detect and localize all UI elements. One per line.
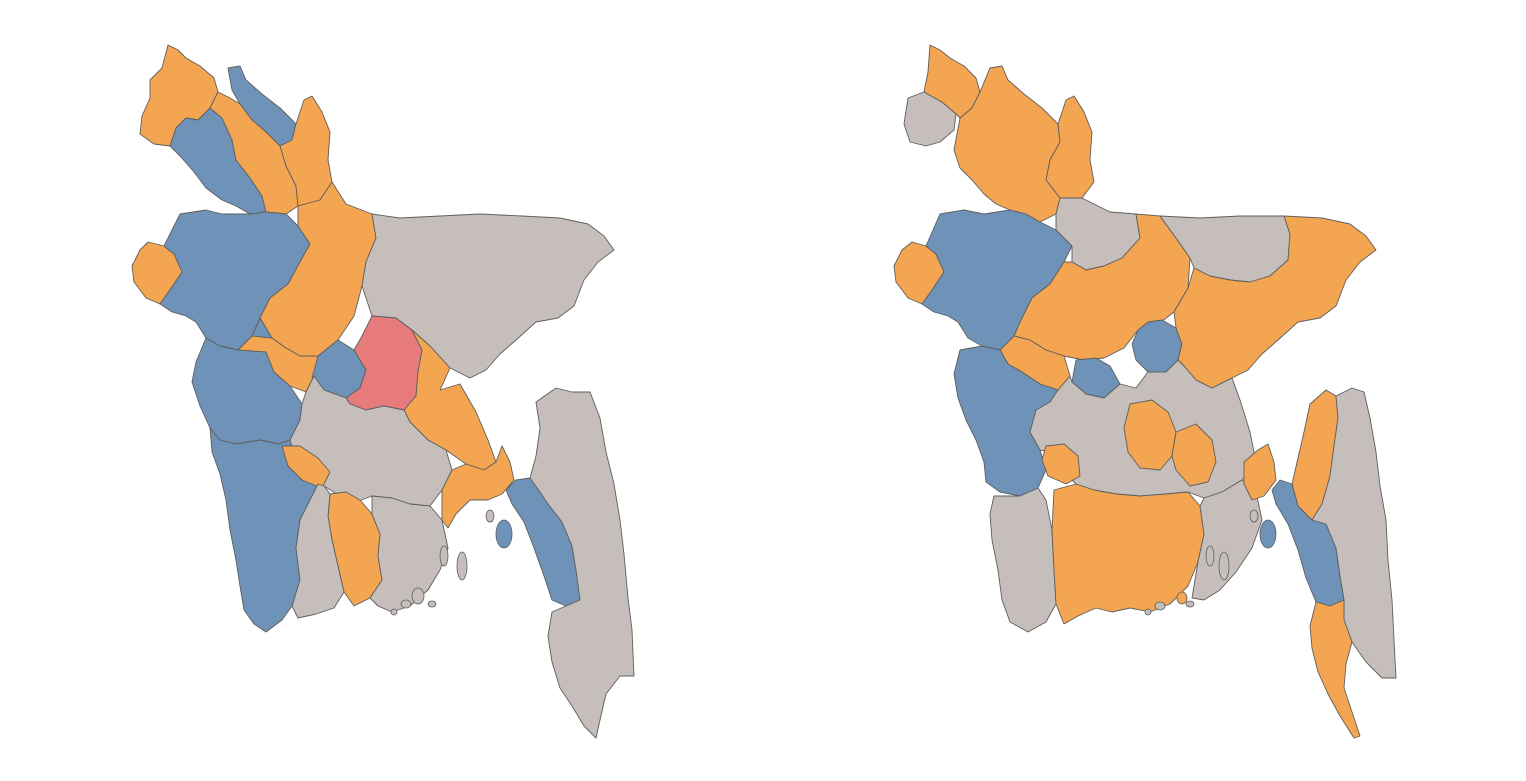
region-center-orange-s (1123, 399, 1177, 471)
island (411, 587, 425, 605)
island (456, 551, 468, 581)
island (400, 599, 412, 609)
island (390, 608, 398, 616)
island (1154, 601, 1166, 611)
island (1185, 600, 1195, 608)
island (1205, 545, 1215, 567)
island (1259, 519, 1277, 549)
island (1249, 509, 1259, 523)
region-coastal-orange (441, 445, 515, 529)
region-south-grey-w (989, 487, 1057, 633)
island (1144, 608, 1152, 616)
region-south-west-grey (291, 483, 345, 619)
island (495, 519, 513, 549)
right-map (893, 44, 1397, 739)
region-south-middle-grey (289, 375, 453, 507)
region-southeast-grey (529, 387, 635, 739)
island (1176, 591, 1188, 605)
island (1218, 551, 1230, 581)
region-far-south-orange (1309, 599, 1361, 739)
region-center-orange-se (1171, 423, 1217, 487)
region-coastal-orange (1243, 443, 1277, 501)
left-map (131, 44, 635, 739)
region-sw-orange-small (1041, 443, 1081, 485)
island (427, 600, 437, 608)
region-south-orange-left (281, 445, 331, 489)
island (485, 509, 495, 523)
region-north-orange-c (1045, 95, 1095, 199)
island (439, 545, 449, 567)
region-southeast-grey (1311, 387, 1397, 679)
region-south-east-grey (369, 495, 449, 613)
